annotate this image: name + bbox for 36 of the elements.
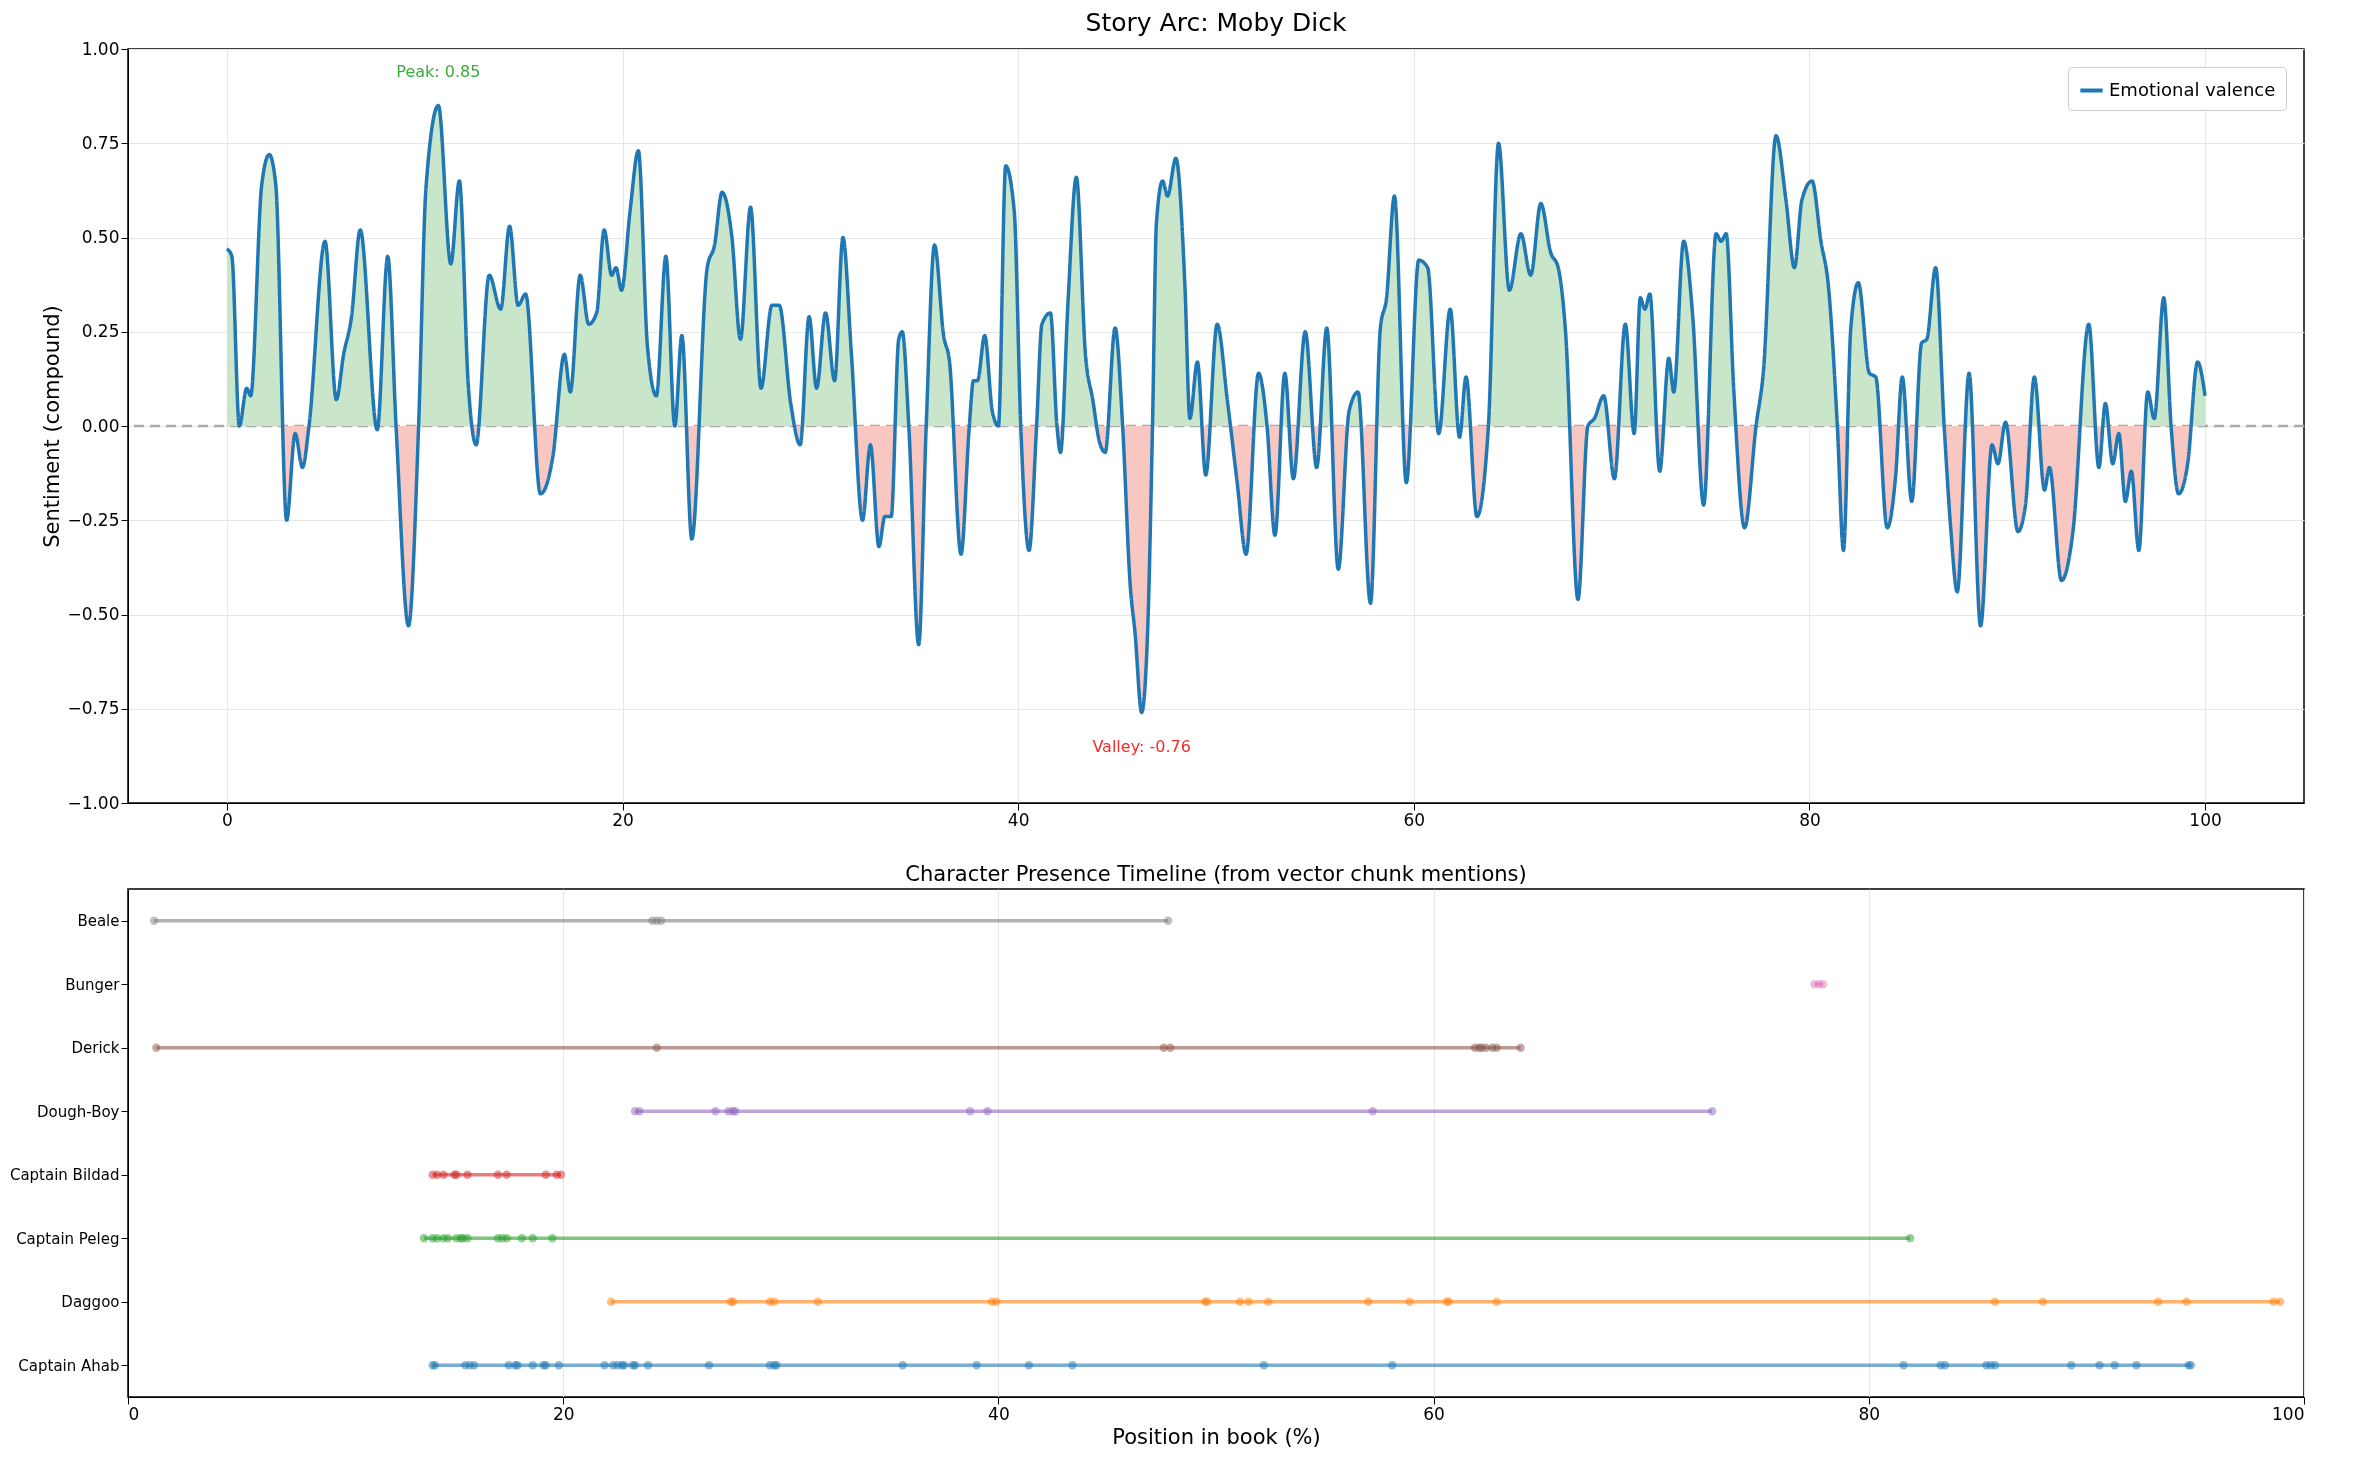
x-tick-label: 20 [612,809,634,830]
y-tick-label: −0.50 [67,604,120,624]
y-tick-label: Captain Peleg [16,1229,120,1248]
x-tick-label: 20 [552,1403,575,1424]
y-tick-label: Daggoo [61,1293,120,1312]
y-tick-label: Bunger [65,975,121,994]
y-tick-label: Captain Bildad [9,1166,120,1185]
y-tick-label: −0.75 [67,698,120,719]
x-tick-label: 60 [1423,1403,1445,1424]
x-axis-title: Position in book (%) [1112,1424,1321,1449]
x-tick-label: 100 [2189,809,2222,830]
x-tick-label: 80 [1799,809,1821,830]
annotation: Valley: -0.76 [1092,736,1191,756]
y-tick-label: 0.25 [81,321,120,342]
x-tick-label: 0 [222,809,233,830]
y-tick-label: −0.25 [67,509,120,530]
x-tick-label: 60 [1403,809,1426,830]
y-tick-label: Derick [71,1039,120,1058]
y-tick-label: Beale [77,912,120,931]
x-tick-label: 0 [128,1403,140,1424]
x-tick-label: 80 [1858,1403,1881,1424]
y-tick-label: −1.00 [67,792,120,813]
chart-title: Character Presence Timeline (from vector chunk mentions) [905,862,1527,886]
annotation: Peak: 0.85 [396,61,481,81]
y-tick-label: 0.00 [81,415,120,436]
y-tick-label: Captain Ahab [18,1356,120,1375]
x-tick-label: 40 [988,1403,1010,1424]
y-tick-label: 1.00 [81,38,120,59]
x-tick-label: 100 [2272,1403,2305,1424]
y-tick-label: 0.50 [81,227,120,247]
y-tick-label: 0.75 [81,132,120,153]
chart-title: Story Arc: Moby Dick [1085,8,1347,37]
x-tick-label: 40 [1007,809,1030,830]
legend-label: Emotional valence [2109,78,2276,100]
y-axis-title: Sentiment (compound) [40,305,65,548]
y-tick-label: Dough-Boy [37,1102,120,1121]
